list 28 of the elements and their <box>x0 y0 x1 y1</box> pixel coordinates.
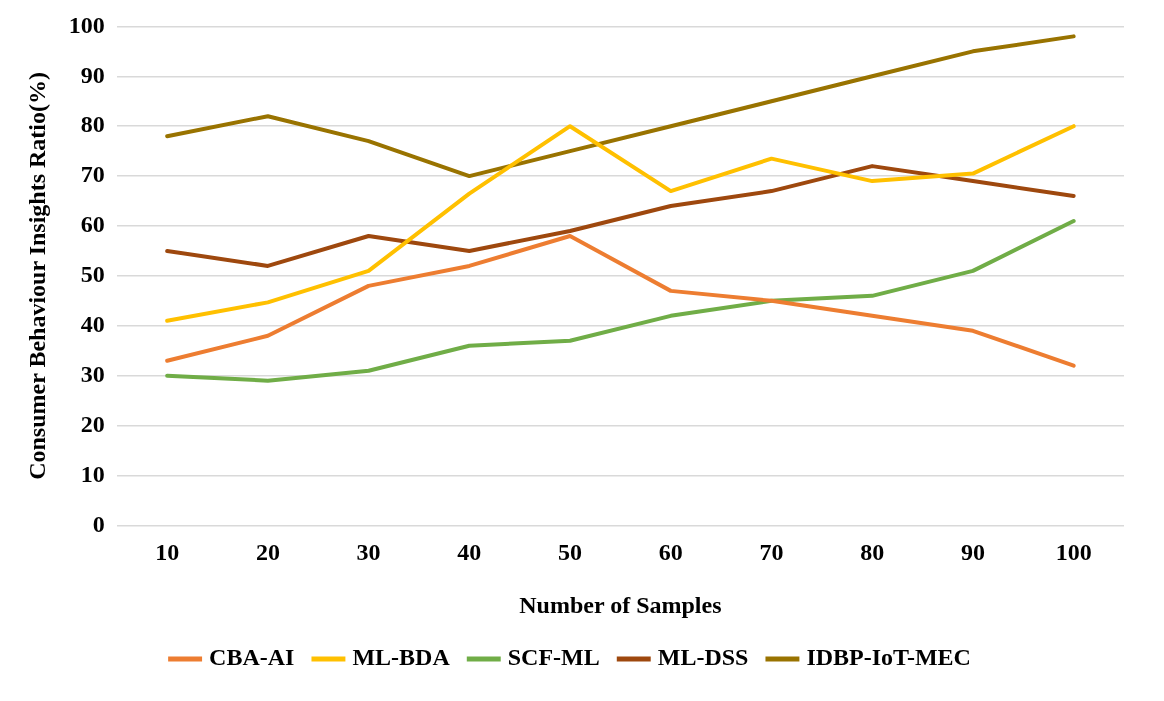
legend-label: ML-DSS <box>657 644 749 671</box>
y-tick-label: 100 <box>68 11 105 38</box>
x-tick-label: 90 <box>960 539 985 565</box>
y-tick-label: 40 <box>80 311 105 337</box>
y-tick-label: 70 <box>80 161 105 188</box>
y-tick-label: 80 <box>80 111 105 138</box>
y-tick-label: 90 <box>80 61 105 88</box>
y-tick-label: 0 <box>92 510 105 537</box>
y-tick-label: 10 <box>80 460 105 487</box>
y-tick-label: 50 <box>80 261 105 288</box>
x-tick-label: 30 <box>356 539 381 565</box>
x-tick-label: 50 <box>558 539 583 565</box>
legend-label: ML-BDA <box>352 644 451 671</box>
x-tick-label: 10 <box>155 539 180 565</box>
x-tick-label: 80 <box>860 539 885 565</box>
x-tick-label: 60 <box>658 539 683 565</box>
legend-label: IDBP-IoT-MEC <box>806 644 971 671</box>
legend-label: CBA-AI <box>209 644 295 671</box>
x-tick-label: 40 <box>457 539 482 565</box>
y-tick-label: 30 <box>80 360 105 387</box>
y-tick-label: 20 <box>80 410 105 437</box>
x-tick-label: 70 <box>759 539 784 565</box>
x-axis-title: Number of Samples <box>519 591 722 618</box>
x-tick-label: 20 <box>255 539 280 565</box>
x-tick-label: 100 <box>1055 539 1092 565</box>
y-tick-label: 60 <box>80 211 105 238</box>
legend-label: SCF-ML <box>507 644 600 671</box>
y-axis-title: Consumer Behaviour Insights Ratio(%) <box>23 71 50 480</box>
